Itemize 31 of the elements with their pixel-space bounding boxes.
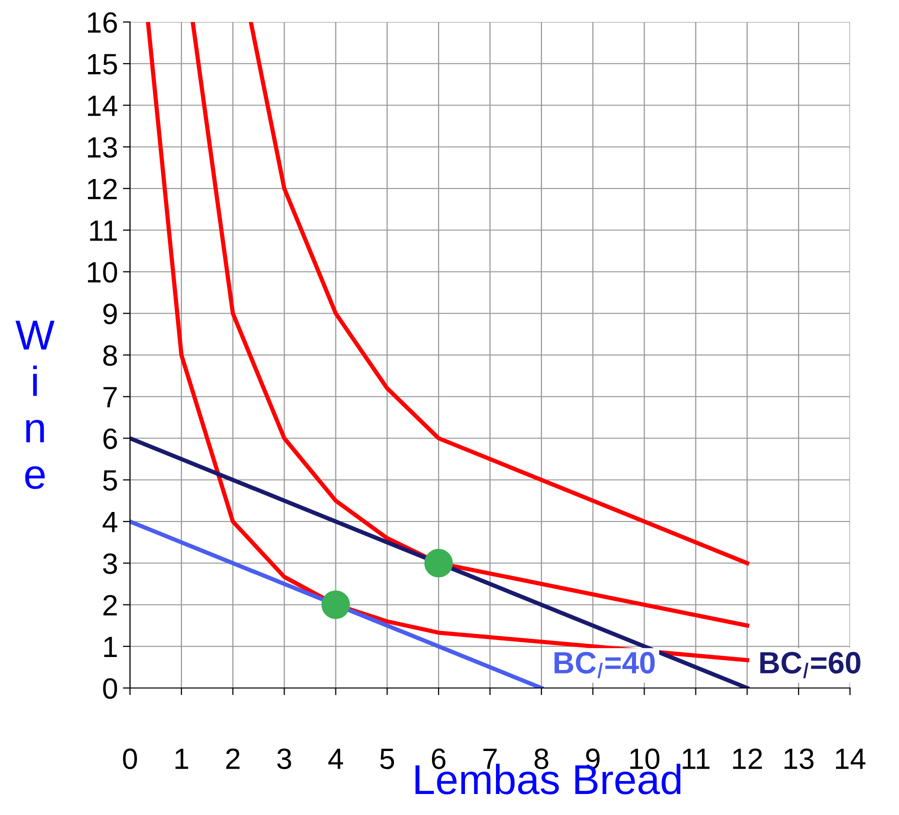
y-tick-label: 5: [103, 470, 117, 491]
y-tick-label: 1: [104, 636, 117, 657]
x-tick-label: 11: [682, 748, 710, 769]
y-tick-label: 16: [88, 12, 117, 33]
x-tick-label: 13: [784, 748, 814, 770]
y-tick-label: 15: [88, 54, 117, 74]
y-tick-label: 6: [103, 428, 117, 450]
y-tick-label: 0: [103, 678, 118, 699]
line-series: [248, 22, 750, 566]
y-tick-label: 12: [88, 178, 117, 200]
x-tick-label: 0: [123, 748, 137, 770]
y-axis-title: Wine: [16, 320, 55, 490]
x-tick-label: 2: [226, 748, 240, 769]
x-tick-label: 12: [733, 748, 762, 769]
annotation: BC$_{I}$=40: [554, 652, 655, 678]
y-tick-label: 11: [90, 220, 117, 241]
y-tick-label: 13: [88, 137, 117, 158]
x-tick-label: 14: [836, 748, 866, 769]
x-tick-label: 4: [328, 748, 343, 769]
y-tick-label: 14: [88, 96, 118, 116]
y-tick-label: 2: [103, 594, 117, 616]
y-tick-label: 10: [88, 262, 118, 283]
y-tick-label: 3: [103, 553, 117, 574]
x-tick-label: 1: [176, 748, 188, 769]
y-tick-label: 8: [103, 345, 117, 366]
y-tick-label: 9: [103, 304, 117, 324]
x-tick-label: 5: [380, 748, 394, 770]
annotation: BC$_{I}$=60: [760, 652, 860, 678]
x-tick-label: 3: [277, 748, 292, 770]
y-tick-label: 4: [102, 512, 118, 532]
y-tick-label: 7: [103, 387, 117, 408]
